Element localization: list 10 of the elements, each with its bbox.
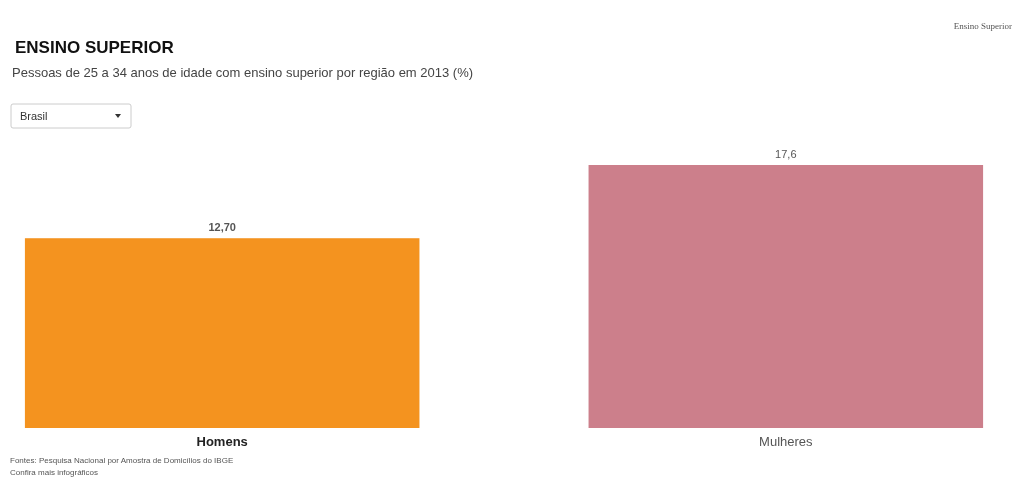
text: Ensino Superior (953, 21, 1012, 31)
x-tick-label: Mulheres (759, 434, 814, 449)
text: Fontes: Pesquisa Nacional por Amostra de Domicílios do IBGE (10, 456, 234, 465)
data-label: 17,6 (775, 148, 797, 160)
dropdown: Brasil (10, 103, 132, 129)
text: Confira mais infográficos (10, 468, 99, 477)
chart-title: ENSINO SUPERIOR (15, 38, 174, 57)
chart-subtitle: Pessoas de 25 a 34 anos de idade com ensino superior por região em 2013 (%) (12, 65, 474, 80)
x-tick-label: Homens (196, 434, 248, 449)
data-label: 12,70 (208, 221, 236, 234)
